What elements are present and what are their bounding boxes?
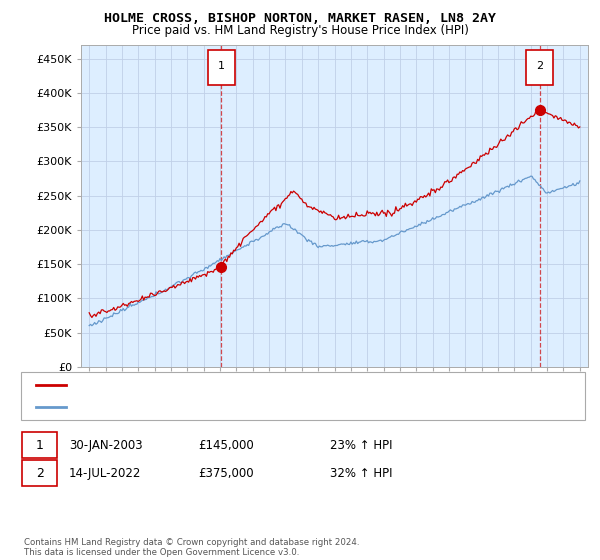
Text: HOLME CROSS, BISHOP NORTON, MARKET RASEN, LN8 2AY (detached house): HOLME CROSS, BISHOP NORTON, MARKET RASEN…: [75, 380, 476, 390]
Text: HOLME CROSS, BISHOP NORTON, MARKET RASEN, LN8 2AY: HOLME CROSS, BISHOP NORTON, MARKET RASEN…: [104, 12, 496, 25]
Text: 1: 1: [218, 62, 225, 71]
Text: Price paid vs. HM Land Registry's House Price Index (HPI): Price paid vs. HM Land Registry's House …: [131, 24, 469, 37]
Text: 2: 2: [536, 62, 543, 71]
Text: £145,000: £145,000: [198, 438, 254, 452]
Text: Contains HM Land Registry data © Crown copyright and database right 2024.
This d: Contains HM Land Registry data © Crown c…: [24, 538, 359, 557]
Text: HPI: Average price, detached house, West Lindsey: HPI: Average price, detached house, West…: [75, 402, 337, 412]
Text: 2: 2: [35, 466, 44, 480]
Text: 30-JAN-2003: 30-JAN-2003: [69, 438, 143, 452]
Text: 1: 1: [35, 438, 44, 452]
FancyBboxPatch shape: [208, 50, 235, 85]
Text: 14-JUL-2022: 14-JUL-2022: [69, 466, 142, 480]
Text: 23% ↑ HPI: 23% ↑ HPI: [330, 438, 392, 452]
Text: £375,000: £375,000: [198, 466, 254, 480]
Text: 32% ↑ HPI: 32% ↑ HPI: [330, 466, 392, 480]
FancyBboxPatch shape: [526, 50, 553, 85]
